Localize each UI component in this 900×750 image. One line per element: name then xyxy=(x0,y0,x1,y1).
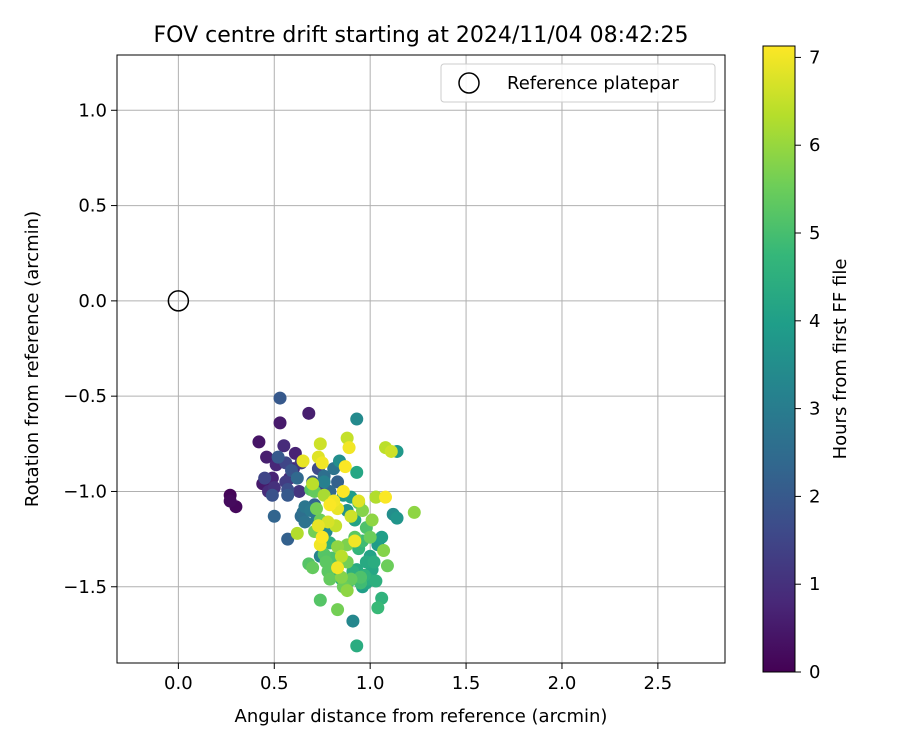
data-point xyxy=(273,391,287,405)
data-point xyxy=(380,559,394,573)
data-point xyxy=(334,549,348,563)
data-point xyxy=(331,475,345,489)
data-point xyxy=(344,509,358,523)
x-tick-label: 0.0 xyxy=(164,673,193,694)
data-point xyxy=(365,513,379,527)
x-axis-label: Angular distance from reference (arcmin) xyxy=(235,706,608,727)
data-point xyxy=(315,456,329,470)
legend-box xyxy=(440,63,716,103)
y-tick-label: −1.0 xyxy=(63,481,107,502)
data-point xyxy=(273,416,287,430)
data-point xyxy=(371,601,385,615)
colorbar-tick-label: 2 xyxy=(809,486,820,507)
data-point xyxy=(223,494,237,508)
legend-label: Reference platepar xyxy=(507,73,679,94)
data-point xyxy=(379,490,393,504)
data-point xyxy=(292,484,306,498)
data-point xyxy=(350,465,364,479)
colorbar: 0 1 2 3 4 5 6 7 Hours from first FF file xyxy=(762,45,851,683)
data-point xyxy=(369,490,383,504)
data-points xyxy=(223,391,421,653)
data-point xyxy=(313,437,327,451)
x-tick-label: 0.5 xyxy=(260,673,289,694)
data-point xyxy=(331,603,345,617)
data-point xyxy=(342,441,356,455)
data-point xyxy=(363,530,377,544)
x-tick-label: 1.0 xyxy=(356,673,385,694)
data-point xyxy=(377,544,391,558)
data-point xyxy=(407,505,421,519)
y-tick-label: −1.5 xyxy=(63,577,107,598)
data-point xyxy=(302,406,316,420)
y-tick-label: 1.0 xyxy=(78,100,107,121)
plot-frame xyxy=(116,54,726,664)
data-point xyxy=(315,530,329,544)
data-point xyxy=(277,439,291,453)
data-point xyxy=(340,584,354,598)
colorbar-tick-label: 0 xyxy=(809,662,820,683)
colorbar-gradient xyxy=(762,45,796,673)
legend-marker-icon xyxy=(458,72,480,94)
x-tick-label: 1.5 xyxy=(452,673,481,694)
data-point xyxy=(352,494,366,508)
y-tick-label: 0.0 xyxy=(78,291,107,312)
y-tick-label: −0.5 xyxy=(63,386,107,407)
data-point xyxy=(331,561,345,575)
data-point xyxy=(281,532,295,546)
data-point xyxy=(306,477,320,491)
data-point xyxy=(323,498,337,512)
colorbar-tick-label: 3 xyxy=(809,399,820,420)
data-point xyxy=(306,561,320,575)
data-point xyxy=(384,444,398,458)
data-point xyxy=(336,484,350,498)
data-point xyxy=(317,488,331,502)
data-point xyxy=(319,555,333,569)
data-point xyxy=(317,475,331,489)
data-point xyxy=(311,519,325,533)
colorbar-ticks: 0 1 2 3 4 5 6 7 xyxy=(795,47,820,683)
reference-marker xyxy=(167,290,190,312)
data-point xyxy=(260,450,274,464)
data-point xyxy=(296,454,310,468)
data-point xyxy=(390,511,404,525)
data-point xyxy=(313,593,327,607)
data-point xyxy=(348,534,362,548)
colorbar-tick-label: 7 xyxy=(809,47,820,68)
data-point xyxy=(271,450,285,464)
data-point xyxy=(350,412,364,426)
legend: Reference platepar xyxy=(440,63,716,103)
colorbar-tick-label: 4 xyxy=(809,311,820,332)
x-axis-ticks: 0.0 0.5 1.0 1.5 2.0 2.5 xyxy=(164,663,672,694)
data-point xyxy=(290,471,304,485)
x-tick-label: 2.5 xyxy=(644,673,673,694)
data-point xyxy=(252,435,266,449)
data-point xyxy=(265,488,279,502)
data-point xyxy=(346,614,360,628)
data-point xyxy=(258,471,272,485)
data-point xyxy=(309,502,323,516)
data-point xyxy=(375,530,389,544)
data-point xyxy=(367,555,381,569)
grid xyxy=(117,55,725,663)
data-point xyxy=(350,639,364,653)
y-axis-label: Rotation from reference (arcmin) xyxy=(22,211,43,507)
x-tick-label: 2.0 xyxy=(548,673,577,694)
data-point xyxy=(369,574,383,588)
data-point xyxy=(290,526,304,540)
data-point xyxy=(323,572,337,586)
y-axis-ticks: 1.0 0.5 0.0 −0.5 −1.0 −1.5 xyxy=(63,100,117,598)
data-point xyxy=(281,488,295,502)
chart-title: FOV centre drift starting at 2024/11/04 … xyxy=(154,23,689,48)
data-point xyxy=(338,460,352,474)
colorbar-tick-label: 5 xyxy=(809,223,820,244)
colorbar-tick-label: 6 xyxy=(809,135,820,156)
colorbar-label: Hours from first FF file xyxy=(830,259,851,460)
data-point xyxy=(267,509,281,523)
data-point xyxy=(298,515,312,529)
colorbar-tick-label: 1 xyxy=(809,574,820,595)
y-tick-label: 0.5 xyxy=(78,196,107,217)
